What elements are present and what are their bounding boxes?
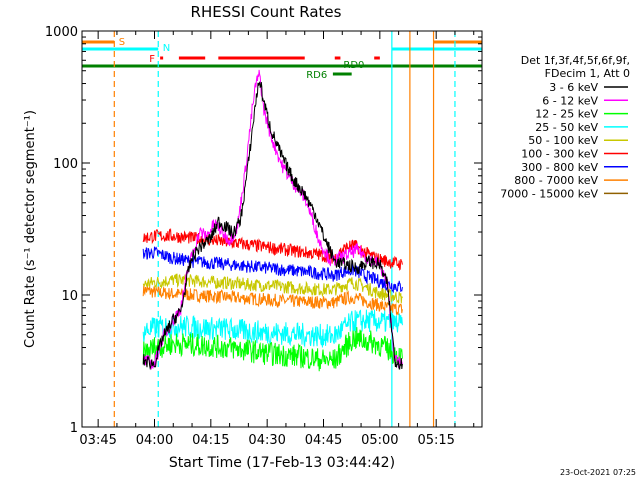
- series-line: [142, 69, 403, 370]
- flags-layer: S NF RD0 RD6: [82, 37, 482, 81]
- legend-entry-label: 7000 - 15000 keV: [500, 187, 598, 200]
- y-axis: 1 10 100 1000: [45, 25, 482, 436]
- date-stamp: 23-Oct-2021 07:25: [560, 468, 636, 477]
- legend-entry-label: 25 - 50 keV: [535, 121, 598, 134]
- x-tick-label: 05:00: [361, 433, 398, 448]
- x-tick-label: 03:45: [79, 433, 116, 448]
- legend-entry-label: 12 - 25 keV: [535, 108, 598, 121]
- plot-frame: [81, 30, 483, 428]
- legend-entry-label: 800 - 7000 keV: [514, 174, 598, 187]
- legend-entry-label: 50 - 100 keV: [528, 134, 598, 147]
- legend-header: FDecim 1, Att 0: [545, 67, 630, 80]
- x-tick-label: 04:30: [248, 433, 285, 448]
- y-tick-label: 10: [61, 289, 78, 304]
- vertical-markers-layer: [113, 31, 456, 427]
- legend: Det 1f,3f,4f,5f,6f,9f,FDecim 1, Att 03 -…: [500, 54, 630, 200]
- f-flag-label: F: [149, 54, 155, 65]
- rd0-flag-label: RD0: [343, 60, 364, 71]
- series-line: [142, 284, 403, 316]
- legend-header: Det 1f,3f,4f,5f,6f,9f,: [521, 54, 630, 67]
- x-tick-label: 04:45: [305, 433, 342, 448]
- series-line: [142, 246, 403, 294]
- series-layer: [142, 69, 403, 372]
- y-tick-label: 1: [70, 421, 78, 436]
- legend-entry-label: 100 - 300 keV: [521, 148, 598, 161]
- series-line: [142, 309, 403, 348]
- legend-entry-label: 3 - 6 keV: [549, 81, 598, 94]
- s-flag-label: S: [119, 37, 125, 48]
- legend-entry-label: 6 - 12 keV: [542, 94, 598, 107]
- x-tick-label: 04:00: [136, 433, 173, 448]
- y-axis-label: Count Rate (s⁻¹ detector segment⁻¹): [23, 110, 38, 348]
- x-axis-label: Start Time (17-Feb-13 03:44:42): [169, 455, 395, 471]
- x-axis: 03:45 04:00 04:15 04:30 04:45 05:00 05:15: [79, 31, 475, 448]
- y-tick-label: 1000: [45, 25, 78, 40]
- x-tick-label: 04:15: [192, 433, 229, 448]
- legend-entry-label: 300 - 800 keV: [521, 161, 598, 174]
- x-tick-label: 05:15: [417, 433, 454, 448]
- series-line: [142, 327, 403, 372]
- chart-title: RHESSI Count Rates: [191, 3, 342, 21]
- y-tick-label: 100: [53, 157, 78, 172]
- n-flag-label: N: [163, 43, 170, 54]
- series-line: [142, 227, 403, 271]
- rd6-flag-label: RD6: [306, 70, 327, 81]
- series-line: [142, 80, 403, 371]
